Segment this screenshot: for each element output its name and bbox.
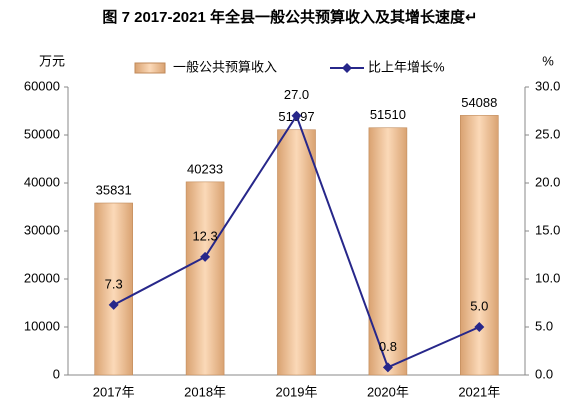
- y2-tick-label: 25.0: [535, 126, 560, 141]
- y2-tick-label: 15.0: [535, 222, 560, 237]
- y-tick-label: 30000: [24, 222, 60, 237]
- legend-marker: [342, 63, 352, 73]
- y-tick-label: 10000: [24, 318, 60, 333]
- x-tick-label: 2020年: [367, 384, 409, 399]
- line-value-label: 0.8: [379, 339, 397, 354]
- line-value-label: 5.0: [470, 298, 488, 313]
- y2-tick-label: 30.0: [535, 78, 560, 93]
- y-tick-label: 60000: [24, 78, 60, 93]
- bar-value-label: 35831: [96, 182, 132, 197]
- y2-tick-label: 20.0: [535, 174, 560, 189]
- bar: [277, 129, 316, 376]
- bar-value-label: 51510: [370, 107, 406, 122]
- x-tick-label: 2017年: [93, 384, 135, 399]
- y2-tick-label: 5.0: [535, 318, 553, 333]
- chart-title: 图 7 2017-2021 年全县一般公共预算收入及其增长速度↵: [102, 8, 477, 26]
- line-value-label: 12.3: [192, 228, 217, 243]
- line-marker: [291, 110, 302, 121]
- y-tick-label: 0: [53, 366, 60, 381]
- legend-label: 比上年增长%: [368, 59, 445, 74]
- line-value-label: 27.0: [284, 87, 309, 102]
- y-axis-label: 万元: [39, 53, 65, 68]
- x-tick-label: 2021年: [458, 384, 500, 399]
- legend-swatch: [134, 62, 166, 74]
- line-value-label: 7.3: [105, 276, 123, 291]
- line-marker: [382, 362, 393, 373]
- y-tick-label: 40000: [24, 174, 60, 189]
- line-marker: [108, 299, 119, 310]
- y2-axis-label: %: [542, 53, 554, 68]
- x-tick-label: 2018年: [184, 384, 226, 399]
- y-tick-label: 20000: [24, 270, 60, 285]
- x-tick-label: 2019年: [276, 384, 318, 399]
- bar: [94, 202, 133, 376]
- bar-value-label: 54088: [461, 95, 497, 110]
- y-tick-label: 50000: [24, 126, 60, 141]
- bar: [185, 181, 225, 376]
- bar: [459, 115, 499, 376]
- line-marker: [200, 251, 211, 262]
- bar-value-label: 40233: [187, 161, 223, 176]
- line-marker: [474, 322, 485, 332]
- legend-label: 一般公共预算收入: [173, 59, 277, 74]
- y2-tick-label: 0.0: [535, 366, 553, 381]
- y2-tick-label: 10.0: [535, 270, 560, 285]
